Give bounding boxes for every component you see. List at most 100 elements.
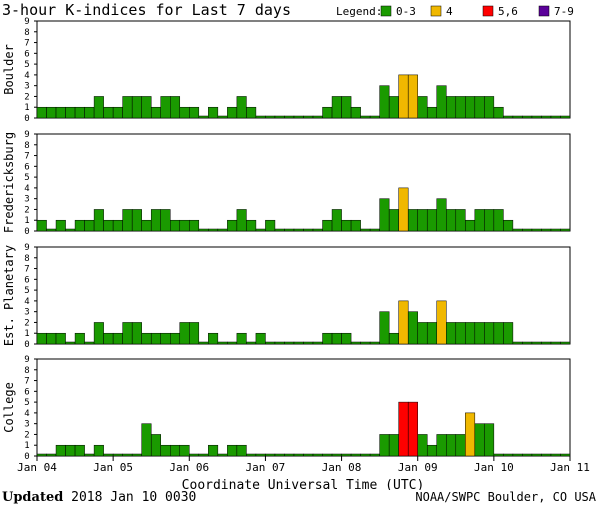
k-bar [512,453,523,457]
k-bar [217,341,228,345]
k-bar [84,341,95,345]
legend: Legend: 0-3 4 5,6 7-9 [336,5,574,18]
y-tick-label: 4 [24,71,29,81]
y-tick-label: 9 [24,17,29,27]
y-tick-label: 5 [24,173,29,183]
k-bar [284,228,295,232]
k-bar [341,96,352,119]
k-bar [331,96,342,119]
k-bar [417,434,428,457]
k-bar [103,453,114,457]
k-bar [150,434,161,457]
panel-station-label: Fredericksburg [2,132,16,233]
y-tick-label: 4 [24,184,29,194]
k-bar [465,412,476,457]
x-axis-label: Coordinate Universal Time (UTC) [182,478,425,490]
k-bar [112,106,123,119]
y-tick-label: 1 [24,216,29,226]
k-bar [265,341,276,345]
k-bar [246,219,257,232]
k-bar [484,209,495,232]
k-bar [160,332,171,345]
panel-station-label: Boulder [2,44,16,95]
x-tick-label: Jan 09 [398,461,438,474]
k-bar [350,453,361,457]
k-bar [446,96,457,119]
legend-label-3: 7-9 [554,5,574,18]
k-bar [141,219,152,232]
k-bar [179,219,190,232]
k-bar [407,74,418,119]
y-tick-label: 7 [24,377,29,387]
k-bar [255,453,266,457]
k-bar [284,453,295,457]
y-tick-label: 1 [24,103,29,113]
y-tick-label: 2 [24,205,29,215]
y-tick-label: 9 [24,355,29,365]
k-bar [303,453,314,457]
y-tick-label: 6 [24,275,29,285]
k-bar [274,228,285,232]
k-bar [150,209,161,232]
k-bar [208,444,219,457]
k-bar [208,332,219,345]
y-tick-label: 9 [24,243,29,253]
k-bar [74,106,85,119]
k-bar [55,332,66,345]
k-bar [531,341,542,345]
k-bar [312,453,323,457]
k-bar [426,444,438,457]
k-bar [331,453,342,457]
k-bar [341,219,352,232]
k-bar [493,322,504,345]
y-tick-label: 3 [24,82,29,92]
k-bar [560,341,571,345]
k-bar [560,228,571,232]
y-tick-label: 6 [24,162,29,172]
k-index-chart: 3-hour K-indices for Last 7 days Legend:… [2,1,590,490]
y-tick-label: 7 [24,152,29,162]
k-bar [246,106,257,119]
k-bar [436,198,447,232]
k-bar [55,444,66,457]
k-bar [274,115,285,119]
k-bar [436,434,447,457]
updated-label: Updated [2,490,64,505]
k-bar [122,322,133,345]
k-bar [522,453,533,457]
k-bar [446,434,457,457]
k-bar [274,453,285,457]
k-bar [541,228,552,232]
credit-text: NOAA/SWPC Boulder, CO USA [415,490,596,504]
k-bar [255,228,266,232]
x-tick-label: Jan 06 [169,461,209,474]
k-bar [208,228,219,232]
k-bar [303,115,314,119]
k-bar [322,453,333,457]
k-bar [455,96,466,119]
k-bar [55,219,66,232]
k-bar [65,444,76,457]
k-bar [255,115,266,119]
x-tick-label: Jan 10 [474,461,514,474]
y-tick-label: 9 [24,130,29,140]
k-bar [131,96,142,119]
k-bar [426,322,438,345]
k-bar [474,423,485,457]
k-bar [360,228,371,232]
k-bar [46,332,57,345]
k-bar [360,341,371,345]
k-bar [122,453,133,457]
k-bar [65,106,76,119]
k-bar [112,332,123,345]
k-bar [474,209,485,232]
x-axis: Jan 04 Jan 05 Jan 06 Jan 07 Jan 08 Jan 09 Jan … [17,456,590,474]
k-bar [484,423,495,457]
k-bar [388,96,399,119]
k-bar [398,74,409,119]
x-tick-label: Jan 07 [246,461,286,474]
k-bar [112,219,123,232]
k-bar [407,311,418,345]
k-bar [74,444,85,457]
k-bar [493,453,504,457]
